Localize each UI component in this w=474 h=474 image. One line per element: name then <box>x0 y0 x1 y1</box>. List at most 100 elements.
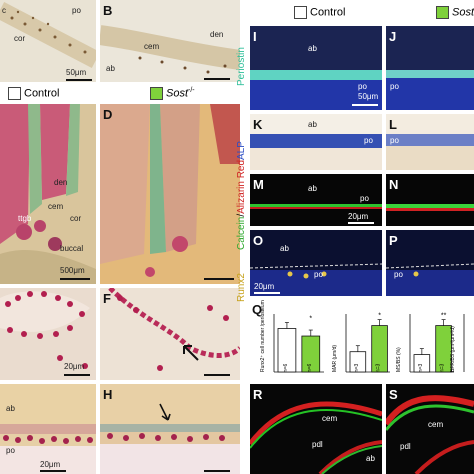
panel-p: P po <box>386 230 474 296</box>
chart-1-n-label-0: n=3 <box>354 364 360 373</box>
panel-b-label-cem: cem <box>144 42 160 51</box>
legend-sost-swatch <box>150 87 163 101</box>
panel-p-letter: P <box>389 233 398 248</box>
panel-a-scale-text: 50μm <box>66 68 87 77</box>
legend-control-label: Control <box>24 87 60 100</box>
panel-o: O ab po 20μm <box>250 230 382 296</box>
panel-j: J po <box>386 26 474 110</box>
panel-k-image <box>250 134 382 170</box>
panel-g-scale-text: 20μm <box>40 460 61 469</box>
stain-label-calcein-alizarin: Calcein/Alizarin Red <box>236 160 247 250</box>
panel-k: K ab po <box>250 114 382 170</box>
panel-f: F <box>100 288 240 380</box>
panel-f-letter: F <box>103 291 111 306</box>
legend-sost-right: Sost <box>436 6 474 19</box>
panel-s-image <box>386 395 474 474</box>
panel-l: L po <box>386 114 474 170</box>
panel-d-letter: D <box>103 107 113 122</box>
panel-m-letter: M <box>253 177 264 192</box>
panel-p-image <box>386 263 474 296</box>
panel-a-label-c: c <box>2 6 6 15</box>
panel-b: B den cem ab <box>100 0 240 82</box>
panel-e-scale-bar <box>64 374 90 376</box>
panel-d: D <box>100 104 240 284</box>
panel-o-label-ab: ab <box>280 244 289 253</box>
chart-1-significance: * <box>378 313 381 320</box>
panel-e-scale-text: 20μm <box>64 362 85 371</box>
panel-r-label-ab: ab <box>366 454 375 463</box>
panel-s: S cem pdl <box>386 384 474 474</box>
panel-m-image <box>250 204 382 209</box>
legend-sost-left: Sost-/- <box>150 87 195 101</box>
panel-c-label-cor: cor <box>70 214 82 223</box>
legend-sost-label-right: Sost <box>452 6 474 19</box>
panel-m-scale-text: 20μm <box>348 212 369 221</box>
legend-control-swatch-right <box>294 6 307 19</box>
panel-c-label-cem: cem <box>48 202 64 211</box>
panel-s-label-cem: cem <box>428 420 444 429</box>
panel-j-label-po: po <box>390 82 399 91</box>
panel-c-image <box>0 104 96 284</box>
panel-o-scale-bar <box>254 292 280 294</box>
panel-m-label-po: po <box>360 194 369 203</box>
panel-b-scale-bar <box>204 78 230 80</box>
panel-k-label-ab: ab <box>308 120 317 129</box>
panel-e-image <box>0 291 90 369</box>
panel-p-label-po: po <box>394 270 403 279</box>
chart-2-significance: ** <box>441 313 447 320</box>
stain-label-alizarin: Alizarin Red <box>236 159 247 214</box>
panel-l-image <box>386 134 474 170</box>
panel-i-label-ab: ab <box>308 44 317 53</box>
panel-a-scale-bar <box>66 79 92 81</box>
panel-r-letter: R <box>253 387 263 402</box>
panel-a-label-cor: cor <box>14 34 26 43</box>
panel-c-scale-text: 500μm <box>60 266 85 275</box>
panel-o-letter: O <box>253 233 264 248</box>
panel-n: N <box>386 174 474 226</box>
panel-m-scale-bar <box>348 222 374 224</box>
panel-a: c cor po 50μm <box>0 0 96 82</box>
stain-label-runx2: Runx2 <box>236 273 247 302</box>
legend-control-swatch <box>8 87 21 100</box>
panel-o-image <box>250 263 382 296</box>
panel-g-scale-bar <box>40 470 66 472</box>
panel-g: ab po 20μm <box>0 384 96 474</box>
panel-i-letter: I <box>253 29 257 44</box>
chart-1-bar-0 <box>349 351 367 373</box>
stain-label-calcein: Calcein <box>236 216 247 250</box>
panel-b-letter: B <box>103 3 113 18</box>
panel-r-label-pdl: pdl <box>312 440 323 449</box>
legend-right: Control Sost <box>250 6 474 22</box>
panel-a-label-po: po <box>72 6 81 15</box>
panel-l-label-po: po <box>390 136 399 145</box>
legend-sost-sup: -/- <box>188 87 195 94</box>
panel-j-letter: J <box>389 29 397 44</box>
legend-sost-swatch-right <box>436 6 449 19</box>
panel-c-scale-bar <box>60 278 90 280</box>
stain-label-periostin: Periostin <box>236 47 247 86</box>
panel-r: R cem pdl ab <box>250 384 382 474</box>
panel-q-letter: Q <box>252 302 263 317</box>
panel-h-scale-bar <box>204 470 230 472</box>
panel-c-label-den: den <box>54 178 68 187</box>
panel-c-label-buccal: buccal <box>60 244 84 253</box>
panel-k-letter: K <box>253 117 263 132</box>
chart-2-bar-1 <box>435 325 452 373</box>
panel-n-image <box>386 204 474 211</box>
chart-2-ylabel: MS/BS (%) <box>396 347 402 372</box>
panel-m: M ab po 20μm <box>250 174 382 226</box>
panel-d-image <box>100 104 240 277</box>
panel-h: H <box>100 384 240 474</box>
panel-s-letter: S <box>389 387 398 402</box>
panel-h-arrow <box>159 403 171 421</box>
panel-q-charts: Runx2⁺ cell number /periosteum (mm⁻¹) n=6… <box>260 300 465 373</box>
panel-d-scale-bar <box>204 278 234 280</box>
panel-b-label-den: den <box>210 30 224 39</box>
stain-label-alp: ALP <box>236 141 247 160</box>
panel-h-image <box>100 384 240 474</box>
panel-i-label-po: po <box>358 82 367 91</box>
panel-a-image <box>0 2 96 68</box>
panel-l-letter: L <box>389 117 397 132</box>
panel-m-label-ab: ab <box>308 184 317 193</box>
panel-r-image <box>250 401 382 474</box>
